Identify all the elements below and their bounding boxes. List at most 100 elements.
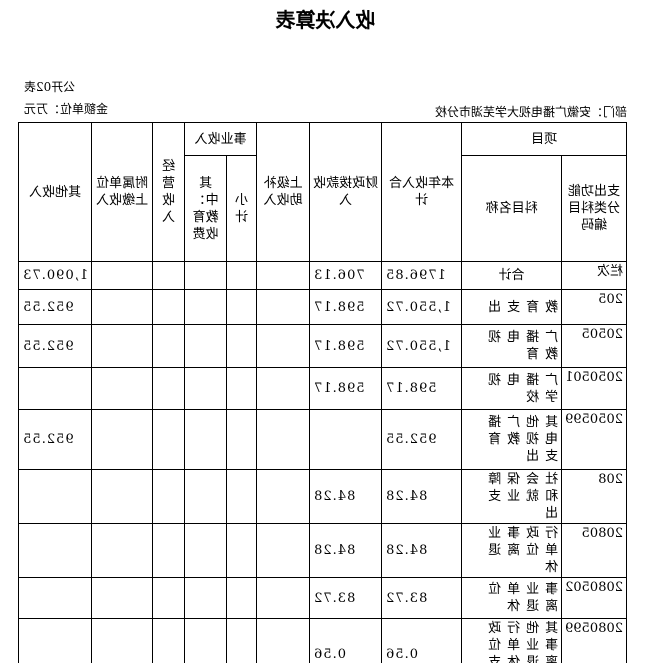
empty-cell [184,523,227,578]
row-fiscal: 84.28 [309,523,382,578]
empty-cell [256,523,310,578]
header-business: 事业收入 [184,122,257,156]
empty-cell [152,523,185,578]
row-other [18,618,92,663]
empty-cell [256,324,310,368]
row-fiscal: 706.13 [309,261,382,290]
page-title: 收入决算表 [275,8,376,32]
empty-cell [91,469,153,524]
row-total: 83.72 [381,577,462,619]
empty-cell [256,409,310,470]
header-subtotal: 小计 [226,155,257,262]
empty-cell [152,367,185,410]
empty-cell [152,618,185,663]
empty-cell [226,523,257,578]
row-fiscal: 0.56 [309,618,382,663]
header-fiscal: 财政拨款收入 [309,122,382,262]
header-other: 其他收入 [18,122,92,262]
empty-cell [256,577,310,619]
row-code: 2080599 [561,618,627,663]
row-other [18,523,92,578]
empty-cell [152,289,185,325]
empty-cell [226,409,257,470]
row-code: 栏次 [561,261,627,290]
row-name: 行政事业单位离退休 [461,523,562,578]
row-name: 其他行政事业单位离退休支出 [461,618,562,663]
empty-cell [91,523,153,578]
empty-cell [184,367,227,410]
empty-cell [184,577,227,619]
empty-cell [91,367,153,410]
empty-cell [91,289,153,325]
header-subject-name: 科目名称 [461,155,562,262]
unit: 金额单位：万元 [24,102,109,116]
header-affiliated: 附属单位上缴收入 [91,122,153,262]
row-other: 952.55 [18,289,92,325]
row-code: 205 [561,289,627,325]
row-fiscal: 84.28 [309,469,382,524]
empty-cell [226,261,257,290]
empty-cell [256,618,310,663]
row-code: 20505 [561,324,627,368]
table-row: 2080599其他行政事业单位离退休支出0.560.56 [18,618,627,663]
row-name: 社会保障和就业支出 [461,469,562,524]
empty-cell [226,324,257,368]
empty-cell [152,577,185,619]
empty-cell [226,618,257,663]
row-code: 2050501 [561,367,627,410]
row-other: 1,090.73 [18,261,92,290]
empty-cell [91,577,153,619]
empty-cell [256,469,310,524]
row-name: 广播电视教育 [461,324,562,368]
empty-cell [91,618,153,663]
header-total: 本年收入合计 [381,122,462,262]
header-operating: 经营收入 [152,122,185,262]
table-row: 20505 广播电视教育 1,550.72 598.17 952.55 [18,324,627,368]
empty-cell [184,409,227,470]
row-code: 2080502 [561,577,627,619]
table-row: 2080502 事业单位离退休 83.72 83.72 [18,577,627,619]
row-name: 教育支出 [461,289,562,325]
row-name: 其他广播电视教育支出 [461,409,562,470]
row-fiscal: 598.17 [309,324,382,368]
header-project: 项目 [461,122,627,156]
row-name: 广播电视学校 [461,367,562,410]
header-upper: 上级补助收入 [256,122,310,262]
empty-cell [152,261,185,290]
row-code: 208 [561,469,627,524]
row-other [18,367,92,410]
department: 部门：安徽广播电视大学芜湖市分校 [434,105,627,119]
row-other: 952.55 [18,409,92,470]
row-other [18,469,92,524]
header-func-code: 支出功能分类科目编码 [561,155,627,262]
table-row: 2050599 其他广播电视教育支出 952.55 952.55 [18,409,627,470]
header-edu-fee: 其中：教育收费 [184,155,227,262]
empty-cell [226,469,257,524]
empty-cell [91,261,153,290]
empty-cell [226,367,257,410]
row-fiscal: 598.17 [309,289,382,325]
row-name: 事业单位离退休 [461,577,562,619]
row-fiscal: 83.72 [309,577,382,619]
row-total: 0.56 [381,618,462,663]
row-total: 84.28 [381,523,462,578]
empty-cell [226,289,257,325]
empty-cell [184,324,227,368]
row-total: 1,550.72 [381,289,462,325]
form-code: 公开02表 [24,80,76,94]
empty-cell [256,367,310,410]
empty-cell [91,324,153,368]
empty-cell [152,409,185,470]
row-total: 1,550.72 [381,324,462,368]
row-name: 合计 [461,261,562,290]
table-row: 208 社会保障和就业支出 84.28 84.28 [18,469,627,524]
table-row: 2050501 广播电视学校 598.17 598.17 [18,367,627,410]
empty-cell [184,289,227,325]
row-total: 1796.85 [381,261,462,290]
empty-cell [184,261,227,290]
row-other: 952.55 [18,324,92,368]
empty-cell [226,577,257,619]
empty-cell [152,469,185,524]
income-table: 项目 本年收入合计 财政拨款收入 上级补助收入 事业收入 经营收入 附属单位上缴… [18,122,627,663]
